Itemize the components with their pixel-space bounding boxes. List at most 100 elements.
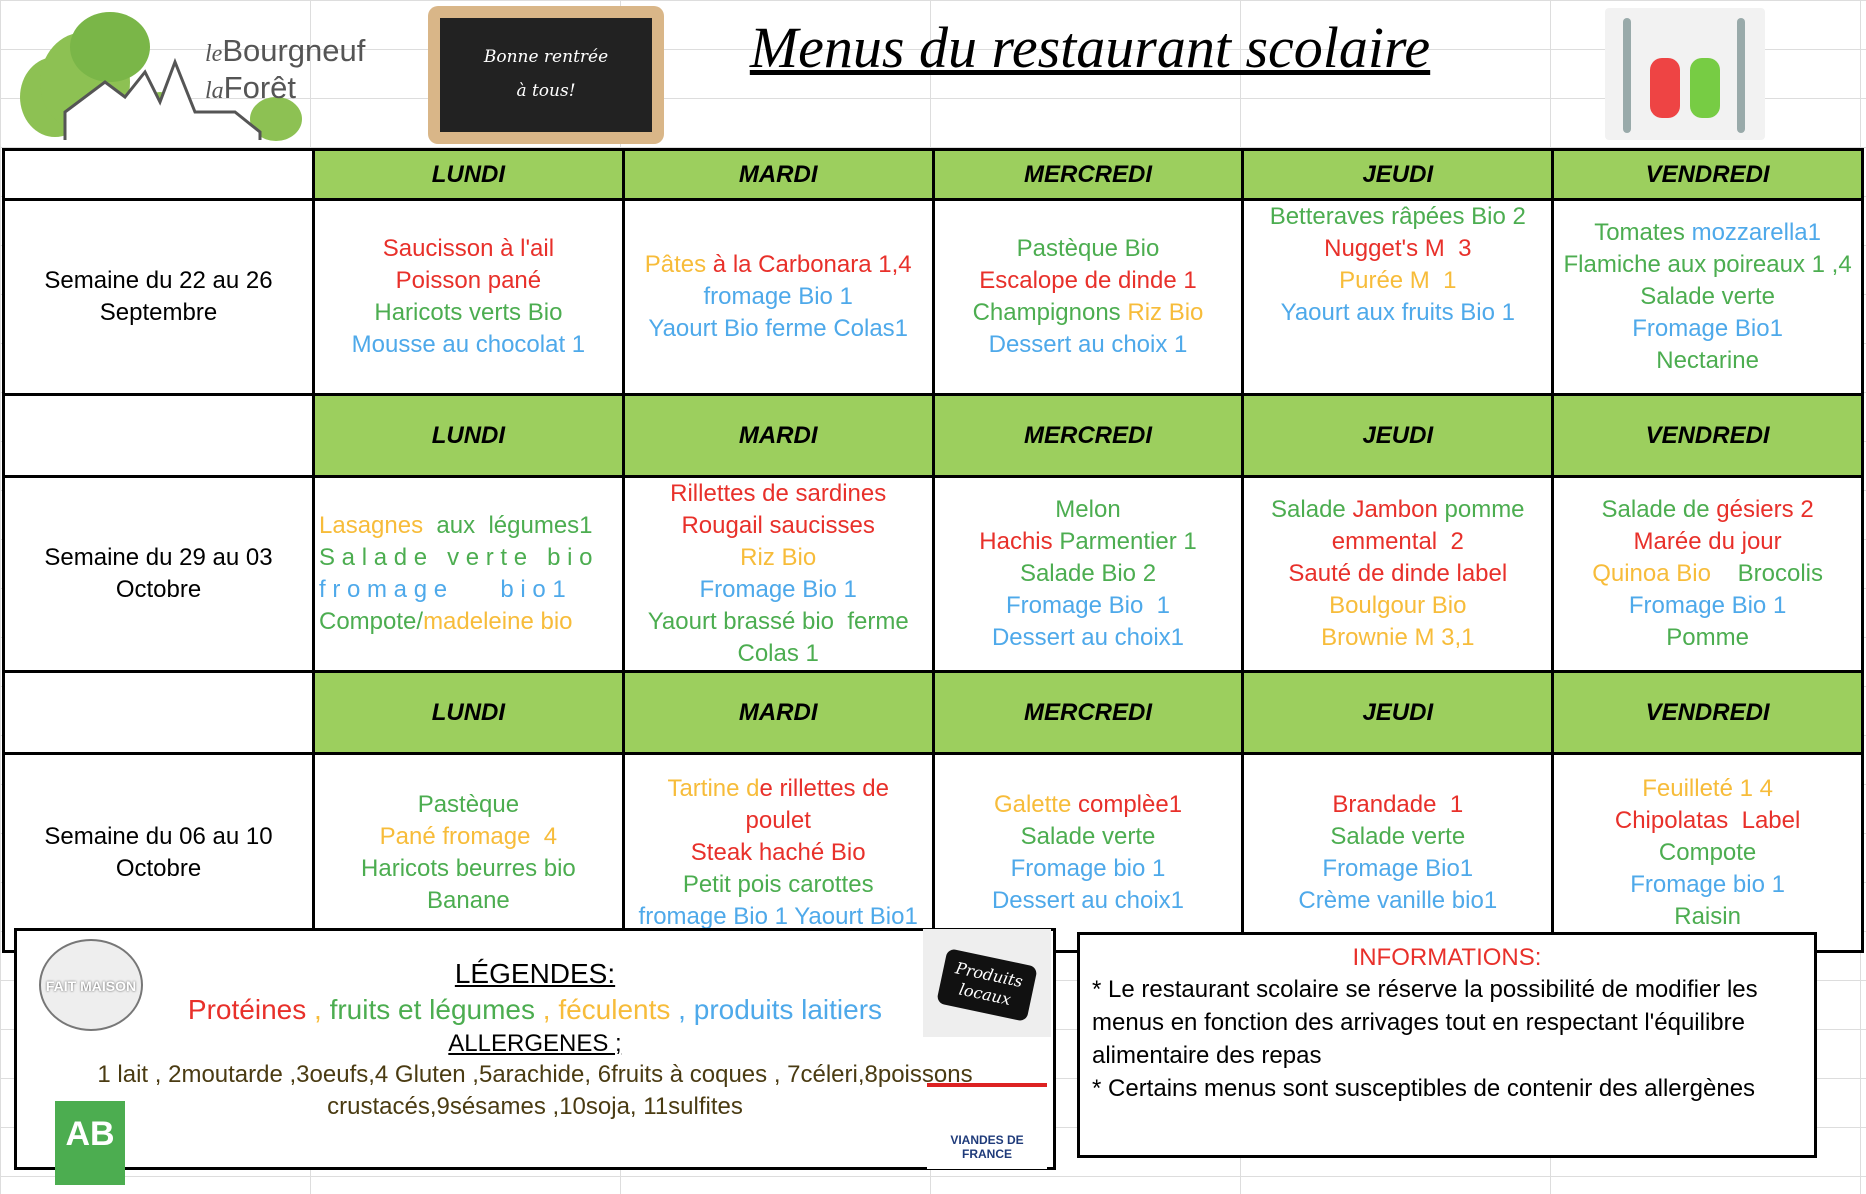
info-line: * Le restaurant scolaire se réserve la p… [1092, 976, 1758, 1069]
menu-cell: Betteraves râpées Bio 2 Nugget's M 3 Purée… [1241, 198, 1555, 396]
menu-item-text [1394, 331, 1401, 358]
menu-item-text: Haricots verts Bio [374, 299, 563, 326]
allergens-title: ALLERGENES ; [448, 1030, 622, 1057]
menu-item: Galette complèe1 [935, 789, 1242, 821]
menu-item-text: Brownie M 3,1 [1321, 624, 1475, 651]
menu-item: poulet [625, 805, 932, 837]
menu-item: Yaourt Bio ferme Colas1 [625, 313, 932, 345]
menu-item: Compote/madeleine bio [319, 606, 618, 638]
day-header-row: LUNDI MARDI MERCREDI JEUDI VENDREDI [2, 148, 1864, 201]
info-title: INFORMATIONS: [1352, 944, 1542, 971]
menu-cell: Brandade 1 Salade verte Fromage Bio1 Crème … [1241, 752, 1555, 953]
menu-item-text: Steak haché Bio [690, 838, 866, 866]
logo-text: Bourgneuf [222, 33, 366, 68]
menu-item-text: Dessert au choix1 [991, 624, 1185, 651]
menu-item-text: Parmentier 1 [1059, 528, 1197, 555]
menu-item-text: Chipolatas Label [1614, 806, 1801, 834]
menu-cell: Pâtes à la Carbonara 1,4 fromage Bio 1 Yao… [621, 198, 935, 396]
menu-item: Nugget's M 3 [1244, 233, 1551, 265]
week-row: Semaine du 06 au 10 Octobre Pastèque Pané … [2, 752, 1864, 953]
produits-locaux-logo: Produits locaux [923, 929, 1051, 1037]
menu-item: Salade Bio 2 [935, 558, 1242, 590]
menu-item-text: gésiers 2 [1716, 496, 1814, 523]
menu-item-text: Galette [993, 790, 1078, 818]
day-header: VENDREDI [1551, 393, 1864, 478]
menu-item: Haricots beurres bio [315, 853, 622, 885]
menu-item: Fromage Bio1 [1244, 853, 1551, 885]
menu-item: Dessert au choix 1 [935, 329, 1242, 361]
menu-item: Fromage bio 1 [1554, 869, 1861, 901]
menu-item: Marée du jour [1554, 526, 1861, 558]
menu-item-text: Pastèque [417, 790, 520, 818]
menu-item-text: Petit pois carottes [682, 870, 874, 898]
menu-item: Betteraves râpées Bio 2 [1244, 201, 1551, 233]
menu-item-text: Compote [1658, 838, 1757, 866]
menu-item-text: Fromage Bio1 [1322, 854, 1474, 882]
menu-cell: Lasagnes aux légumes1 S a l a d e v e r t… [312, 475, 625, 673]
menu-item-text: Saucisson à l'ail [382, 235, 555, 262]
logo-text: Forêt [223, 70, 297, 105]
menu-item: Chipolatas Label [1554, 805, 1861, 837]
menu-item-text: Salade [1271, 496, 1353, 523]
menu-item: Boulgour Bio [1244, 590, 1551, 622]
menu-item-text: fromage Bio 1 Yaourt Bio1 [638, 902, 918, 930]
menu-item: Riz Bio [625, 542, 932, 574]
legend-category: féculents [558, 994, 671, 1025]
menu-cell: Rillettes de sardines Rougail saucisses Ri… [621, 475, 935, 673]
menu-item-text: Salade Bio 2 [1019, 560, 1157, 587]
menu-item: Sauté de dinde label [1244, 558, 1551, 590]
menu-item: Fromage Bio 1 [625, 574, 932, 606]
menu-item-text: Fromage Bio1 [1632, 315, 1783, 342]
menu-item-text: Feuilleté 1 4 [1642, 774, 1773, 802]
legend-category: , [306, 994, 330, 1025]
menu-item-text: Tomates [1594, 219, 1692, 246]
menu-cell: Salade Jambon pomme emmental 2 Sauté de di… [1241, 475, 1555, 673]
menu-item: Champignons Riz Bio [935, 297, 1242, 329]
menu-item: Pomme [1554, 622, 1861, 654]
menu-item: Feuilleté 1 4 [1554, 773, 1861, 805]
day-header: MERCREDI [931, 393, 1245, 478]
menu-item-text: Salade verte [1020, 822, 1156, 850]
menu-item: Fromage Bio 1 [1554, 590, 1861, 622]
menu-item-text: Fromage Bio 1 [699, 576, 857, 603]
menu-item-text: Rougail saucisses [681, 512, 875, 539]
empty-cell [2, 393, 315, 478]
day-header: MERCREDI [931, 148, 1245, 201]
menu-item: Nectarine [1554, 345, 1861, 377]
day-header: MARDI [621, 670, 935, 755]
menu-item-text: Brocolis [1710, 560, 1823, 587]
menu-item: emmental 2 [1244, 526, 1551, 558]
church-outline-icon [63, 57, 262, 140]
menu-item: Melon [935, 494, 1242, 526]
menu-item-text: Salade de [1601, 496, 1717, 523]
menu-item-text: emmental 2 [1331, 528, 1464, 555]
menu-item-text: Tartine d [667, 774, 760, 802]
menu-item-text: Haricots beurres bio [361, 854, 576, 882]
menu-item: f r o m a g e b i o 1 [319, 574, 618, 606]
menu-item: Poisson pané [315, 265, 622, 297]
menu-item: fromage Bio 1 Yaourt Bio1 [625, 901, 932, 933]
menu-item-text: Fromage Bio 1 [1628, 592, 1787, 619]
menu-item: Pastèque Bio [935, 233, 1242, 265]
menu-item-text: Dessert au choix 1 [988, 331, 1188, 358]
menu-item-text: mozzarella1 [1691, 219, 1821, 246]
chalkboard-image: Bonne rentrée à tous! [428, 6, 664, 144]
menu-item-text: Lasagnes [319, 512, 424, 539]
menu-item: Pâtes à la Carbonara 1,4 [625, 249, 932, 281]
menu-item-text: Riz Bio [740, 544, 817, 571]
menu-item-text: Hachis [979, 528, 1060, 555]
menu-item: Saucisson à l'ail [315, 233, 622, 265]
menu-item-text: e rillettes de [759, 774, 889, 802]
menu-item-text: madeleine bio [423, 608, 573, 635]
day-header: LUNDI [312, 148, 625, 201]
menu-item-text: Boulgour Bio [1329, 592, 1467, 619]
menu-item: Fromage Bio 1 [935, 590, 1242, 622]
menu-item: Salade verte [1244, 821, 1551, 853]
menu-cell: Pastèque Pané fromage 4 Haricots beurres b… [312, 752, 625, 953]
menu-item-text: Melon [1055, 496, 1121, 523]
menu-item: Fromage bio 1 [935, 853, 1242, 885]
menu-item-text: Yaourt Bio ferme Colas1 [648, 315, 909, 342]
menu-item: Petit pois carottes [625, 869, 932, 901]
week-row: Semaine du 22 au 26 Septembre Saucisson à… [2, 198, 1864, 396]
chalkboard-text: à tous! [516, 81, 576, 101]
